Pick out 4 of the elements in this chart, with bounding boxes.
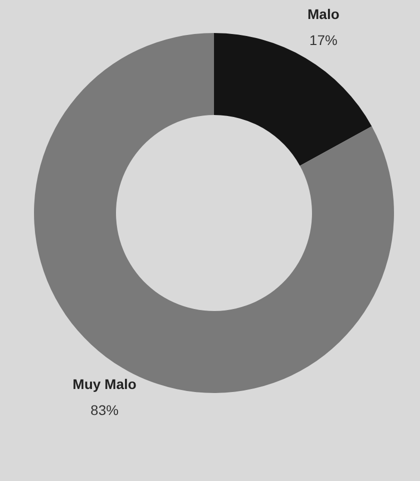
slice-label: Muy Malo: [72, 376, 136, 392]
slice-label: Malo: [308, 6, 340, 22]
data-label: 83%: [90, 402, 119, 418]
data-label: 17%: [309, 32, 338, 48]
